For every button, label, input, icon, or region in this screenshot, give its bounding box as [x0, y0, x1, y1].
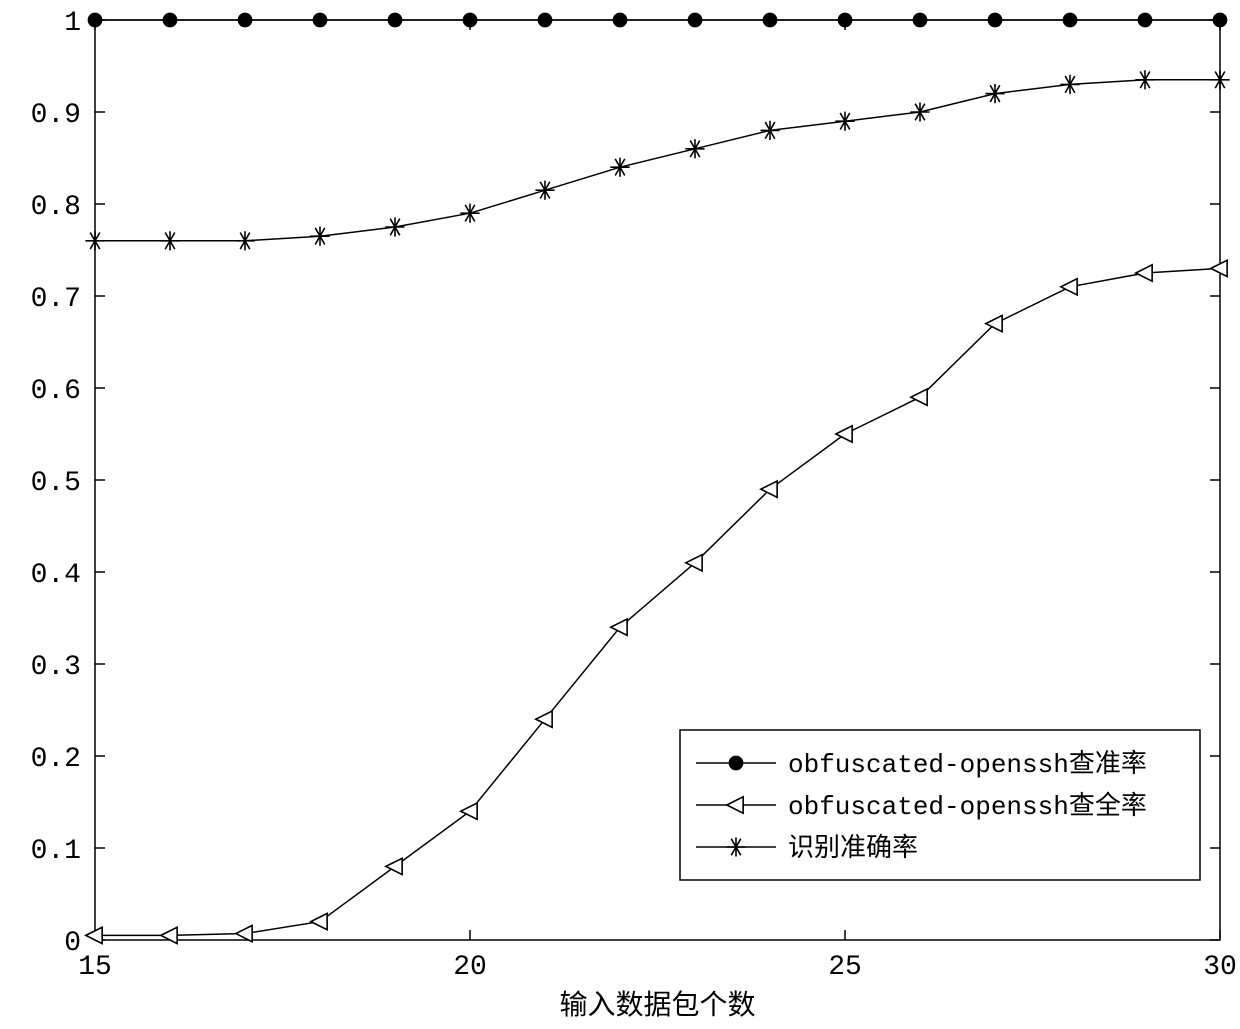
legend-label: obfuscated-openssh查准率	[788, 749, 1147, 780]
chart-container: 15 20 25 30 0 0.1 0.2 0.3 0.4 0.5 0.6 0.7 0.8 0.9 1 输入数…	[0, 0, 1240, 1029]
y-tick-label: 0.5	[31, 468, 81, 499]
y-tick-label: 0.7	[31, 284, 81, 315]
y-tick-label: 0	[64, 928, 81, 959]
legend-label: 识别准确率	[788, 833, 918, 864]
x-tick-label: 15	[78, 952, 112, 983]
legend: obfuscated-openssh查准率 obfuscated-openssh查…	[680, 730, 1200, 880]
series-precision	[88, 13, 1226, 26]
y-tick-label: 0.4	[31, 560, 81, 591]
y-tick-label: 0.6	[31, 376, 81, 407]
x-tick-label: 20	[453, 952, 487, 983]
y-tick-label: 1	[64, 8, 81, 39]
y-tick-label: 0.1	[31, 836, 81, 867]
y-tick-label: 0.2	[31, 744, 81, 775]
y-tick-label: 0.8	[31, 192, 81, 223]
series-accuracy	[85, 70, 1229, 250]
legend-label: obfuscated-openssh查全率	[788, 791, 1147, 822]
y-tick-label: 0.3	[31, 652, 81, 683]
x-axis-label: 输入数据包个数	[559, 989, 755, 1021]
line-chart: 15 20 25 30 0 0.1 0.2 0.3 0.4 0.5 0.6 0.7 0.8 0.9 1 输入数…	[0, 0, 1240, 1029]
y-tick-label: 0.9	[31, 100, 81, 131]
x-tick-label: 30	[1203, 952, 1237, 983]
x-tick-label: 25	[828, 952, 862, 983]
